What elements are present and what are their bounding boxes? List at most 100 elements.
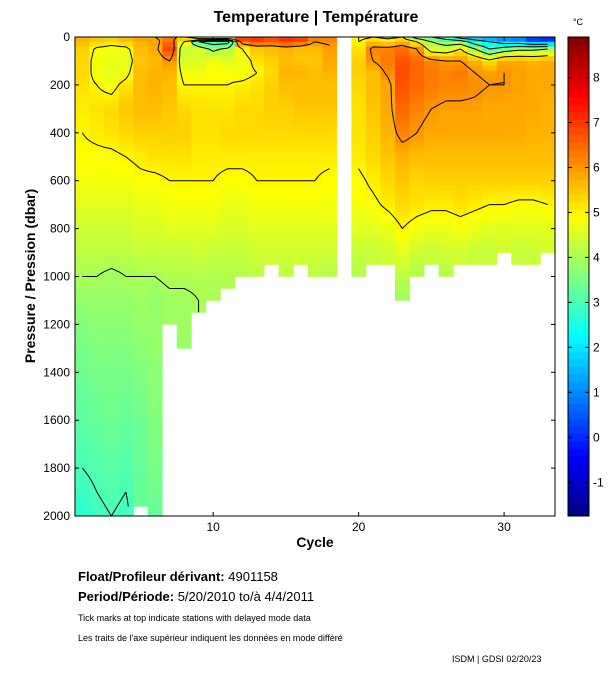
heatmap-cell [235, 99, 250, 105]
heatmap [75, 37, 556, 517]
heatmap-cell [89, 108, 105, 114]
heatmap-cell [351, 233, 367, 239]
heatmap-cell [511, 99, 527, 105]
heatmap-cell [307, 266, 323, 273]
heatmap-cell [147, 305, 163, 311]
heatmap-cell [89, 319, 105, 325]
heatmap-cell [104, 333, 119, 340]
heatmap-cell [162, 319, 178, 325]
heatmap-cell [75, 410, 90, 416]
heatmap-cell [540, 70, 556, 76]
heatmap-cell [104, 123, 119, 129]
heatmap-cell [205, 204, 221, 210]
heatmap-cell [205, 89, 221, 95]
heatmap-cell [75, 228, 90, 234]
heatmap-cell [162, 156, 178, 162]
heatmap-cell [205, 156, 221, 162]
heatmap-cell [220, 89, 236, 95]
heatmap-cell [133, 453, 149, 459]
colorbar-segment [568, 201, 589, 210]
heatmap-cell [104, 415, 119, 421]
heatmap-cell [467, 56, 483, 62]
heatmap-cell [89, 506, 105, 512]
heatmap-cell [104, 295, 119, 301]
heatmap-cell [511, 142, 527, 148]
colorbar-segment [568, 156, 589, 165]
heatmap-cell [176, 252, 192, 258]
heatmap-cell [133, 319, 149, 325]
heatmap-cell [540, 204, 556, 210]
y-tick-label: 1200 [43, 317, 70, 331]
heatmap-cell [104, 137, 119, 143]
heatmap-cell [395, 142, 410, 148]
heatmap-cell [75, 247, 90, 253]
heatmap-cell [191, 257, 207, 263]
heatmap-cell [133, 286, 149, 292]
heatmap-cell [235, 70, 250, 76]
heatmap-cell [75, 108, 90, 114]
heatmap-cell [118, 276, 134, 282]
heatmap-cell [482, 209, 498, 215]
heatmap-cell [424, 113, 439, 119]
heatmap-cell [220, 252, 236, 258]
heatmap-cell [307, 228, 323, 234]
heatmap-cell [438, 195, 454, 201]
heatmap-cell [104, 257, 119, 263]
heatmap-cell [191, 204, 207, 210]
heatmap-cell [438, 51, 454, 57]
heatmap-cell [118, 458, 134, 464]
heatmap-cell [176, 46, 192, 52]
heatmap-cell [496, 56, 512, 62]
heatmap-cell [307, 89, 323, 95]
heatmap-cell [424, 252, 439, 258]
heatmap-cell [482, 142, 498, 148]
heatmap-cell [162, 214, 178, 220]
heatmap-cell [75, 372, 90, 378]
heatmap-cell [482, 128, 498, 134]
heatmap-cell [540, 223, 556, 229]
heatmap-cell [147, 257, 163, 263]
colorbar-segment [568, 239, 589, 248]
heatmap-cell [511, 171, 527, 177]
heatmap-cell [191, 137, 207, 143]
heatmap-cell [191, 233, 207, 239]
heatmap-cell [365, 228, 381, 234]
heatmap-cell [395, 137, 410, 143]
heatmap-cell [89, 175, 105, 181]
heatmap-cell [162, 204, 178, 210]
heatmap-cell [104, 343, 119, 349]
colorbar-unit: °C [573, 17, 584, 27]
heatmap-cell [104, 405, 119, 411]
heatmap-cell [409, 137, 425, 143]
heatmap-cell [162, 175, 178, 181]
heatmap-cell [540, 41, 556, 47]
heatmap-cell [162, 108, 178, 114]
heatmap-cell [409, 84, 425, 90]
heatmap-cell [235, 147, 250, 153]
colorbar-segment [568, 328, 589, 337]
heatmap-cell [118, 214, 134, 220]
heatmap-cell [438, 171, 454, 177]
heatmap-cell [89, 262, 105, 268]
heatmap-cell [264, 132, 279, 138]
heatmap-cell [467, 223, 483, 229]
heatmap-cell [89, 104, 105, 110]
heatmap-cell [351, 190, 367, 196]
heatmap-cell [75, 37, 90, 43]
heatmap-cell [104, 420, 119, 426]
heatmap-cell [104, 171, 119, 177]
heatmap-cell [453, 137, 469, 143]
heatmap-cell [409, 161, 425, 167]
heatmap-cell [89, 391, 105, 397]
heatmap-cell [89, 281, 105, 287]
heatmap-cell [438, 156, 454, 162]
heatmap-cell [147, 132, 163, 138]
heatmap-cell [496, 156, 512, 162]
heatmap-cell [380, 123, 396, 129]
heatmap-cell [249, 151, 265, 158]
heatmap-cell [525, 195, 541, 201]
heatmap-cell [191, 295, 207, 301]
heatmap-cell [525, 108, 541, 114]
heatmap-cell [395, 65, 410, 71]
heatmap-cell [467, 80, 483, 86]
